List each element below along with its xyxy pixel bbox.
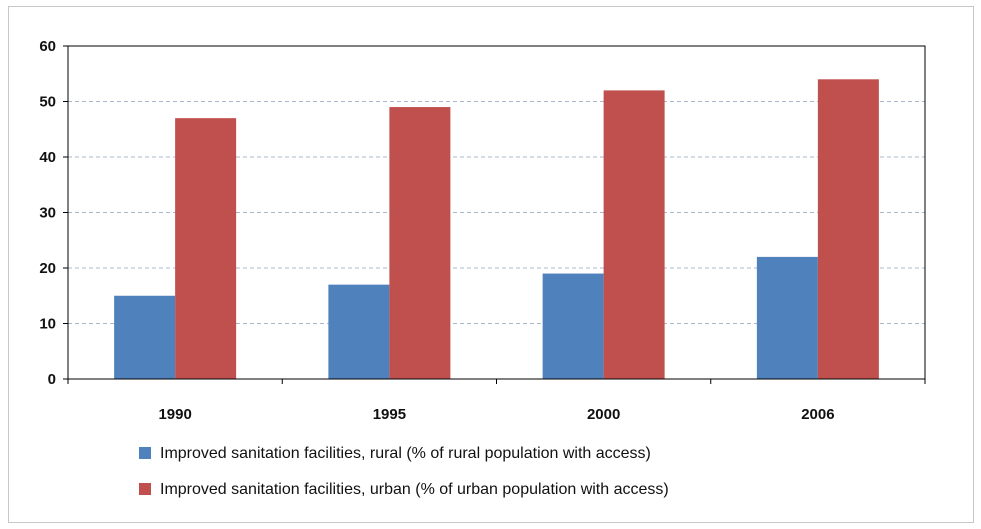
y-tick-label: 10 bbox=[39, 316, 56, 333]
y-tick-label: 30 bbox=[39, 205, 56, 222]
bar-urban-2000 bbox=[603, 90, 665, 380]
y-tick-label: 0 bbox=[48, 371, 56, 388]
bar-rural-1990 bbox=[114, 295, 176, 379]
bar-urban-1995 bbox=[389, 107, 451, 380]
x-tick-label: 1990 bbox=[158, 406, 191, 423]
legend-swatch-rural bbox=[139, 447, 151, 459]
bar-rural-1995 bbox=[328, 284, 390, 379]
x-tick-label: 2000 bbox=[587, 406, 620, 423]
x-tick-label: 1995 bbox=[373, 406, 406, 423]
bar-urban-1990 bbox=[175, 118, 237, 380]
axes bbox=[63, 45, 926, 384]
y-tick-label: 40 bbox=[39, 149, 56, 166]
bar-urban-2006 bbox=[817, 79, 879, 380]
legend-swatch-urban bbox=[139, 483, 151, 495]
y-tick-label: 60 bbox=[39, 38, 56, 55]
bar-rural-2000 bbox=[542, 273, 604, 379]
legend-label-urban: Improved sanitation facilities, urban (%… bbox=[160, 481, 669, 498]
bar-rural-2006 bbox=[756, 256, 818, 379]
x-tick-label: 2006 bbox=[801, 406, 834, 423]
y-tick-label: 20 bbox=[39, 260, 56, 277]
bars bbox=[114, 79, 879, 380]
y-tick-labels: 0 10 20 30 40 50 60 bbox=[39, 38, 56, 388]
x-tick-labels: 1990 1995 2000 2006 bbox=[158, 406, 834, 423]
y-tick-label: 50 bbox=[39, 94, 56, 111]
legend: Improved sanitation facilities, rural (%… bbox=[139, 445, 669, 498]
legend-label-rural: Improved sanitation facilities, rural (%… bbox=[160, 445, 651, 462]
